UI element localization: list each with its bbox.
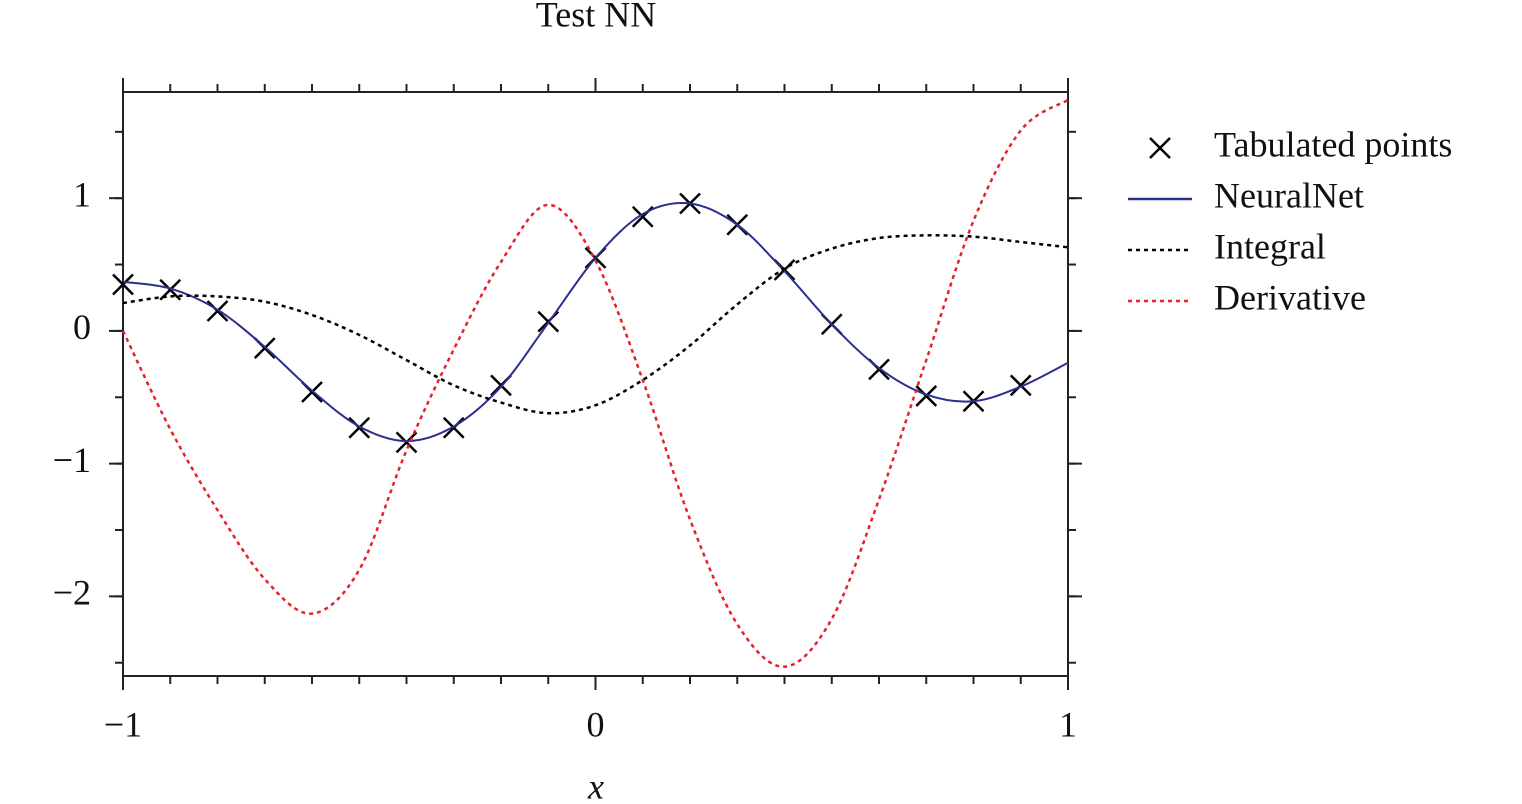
y-tick-label: −2 [53, 573, 91, 613]
legend-label: Derivative [1214, 277, 1366, 317]
x-marker [442, 416, 465, 439]
y-tick-label: 0 [73, 307, 91, 347]
plot-frame [122, 91, 1069, 677]
legend-label: Tabulated points [1214, 124, 1452, 164]
x-marker [206, 300, 229, 322]
chart-title: Test NN [536, 0, 656, 34]
x-marker [348, 416, 371, 439]
x-tick-label: 0 [587, 704, 605, 744]
x-tick-label: 1 [1059, 704, 1077, 744]
x-marker [915, 385, 938, 407]
line [122, 234, 1069, 415]
line [121, 98, 1069, 668]
legend-label: NeuralNet [1214, 175, 1364, 215]
x-marker [112, 273, 134, 296]
y-tick-label: 1 [73, 174, 91, 214]
line [122, 202, 1069, 443]
x-tick-label: −1 [104, 704, 142, 744]
x-marker [395, 431, 418, 454]
legend-label: Integral [1214, 226, 1326, 266]
x-marker [1149, 137, 1171, 159]
y-tick-label: −1 [53, 440, 91, 480]
x-axis-label: x [587, 766, 604, 804]
x-marker [1009, 374, 1032, 397]
